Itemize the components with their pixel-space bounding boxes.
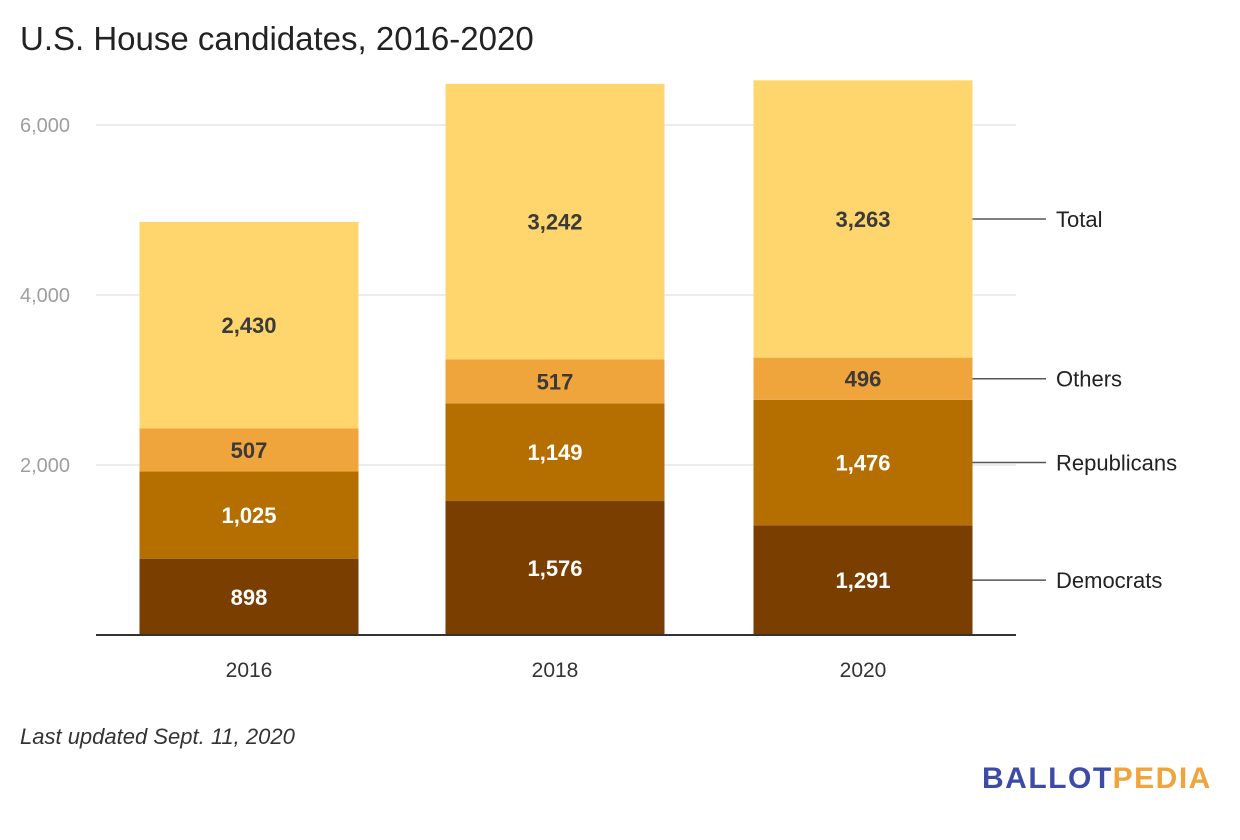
- data-label: 507: [231, 438, 268, 463]
- logo-text-pedia: PEDIA: [1112, 762, 1212, 795]
- ballotpedia-logo: BALLOTPEDIA: [982, 762, 1212, 796]
- bar-segment: [753, 80, 973, 358]
- y-tick-label: 6,000: [20, 115, 70, 137]
- data-label: 517: [537, 369, 574, 394]
- data-label: 1,025: [221, 503, 276, 528]
- legend-label: Democrats: [1056, 568, 1162, 593]
- bar-segment: [445, 501, 665, 635]
- data-label: 1,576: [527, 556, 582, 581]
- legend-label: Others: [1056, 367, 1122, 392]
- data-label: 496: [845, 367, 882, 392]
- bar-segment: [445, 403, 665, 502]
- y-tick-label: 4,000: [20, 285, 70, 307]
- legend-label: Republicans: [1056, 451, 1177, 476]
- bar-segment: [139, 221, 359, 429]
- logo-text-ballot: BALLOT: [982, 762, 1113, 795]
- bar-segment: [139, 558, 359, 635]
- bar-segment: [445, 83, 665, 360]
- data-label: 3,263: [835, 207, 890, 232]
- data-label: 3,242: [527, 210, 582, 235]
- x-tick-label: 2020: [840, 659, 887, 682]
- bar-segment: [139, 471, 359, 559]
- bar-segment: [753, 357, 973, 400]
- bar-segment: [753, 399, 973, 526]
- data-label: 1,476: [835, 451, 890, 476]
- data-label: 2,430: [221, 313, 276, 338]
- bar-segment: [753, 525, 973, 635]
- bar-segment: [445, 359, 665, 404]
- x-tick-label: 2016: [226, 659, 273, 682]
- chart-title: U.S. House candidates, 2016-2020: [20, 20, 534, 57]
- data-label: 1,291: [835, 568, 890, 593]
- data-label: 1,149: [527, 440, 582, 465]
- y-tick-label: 2,000: [20, 455, 70, 477]
- bar-segment: [139, 428, 359, 472]
- data-label: 898: [231, 585, 268, 610]
- footnote: Last updated Sept. 11, 2020: [20, 724, 295, 749]
- x-tick-label: 2018: [532, 659, 579, 682]
- legend-label: Total: [1056, 207, 1102, 232]
